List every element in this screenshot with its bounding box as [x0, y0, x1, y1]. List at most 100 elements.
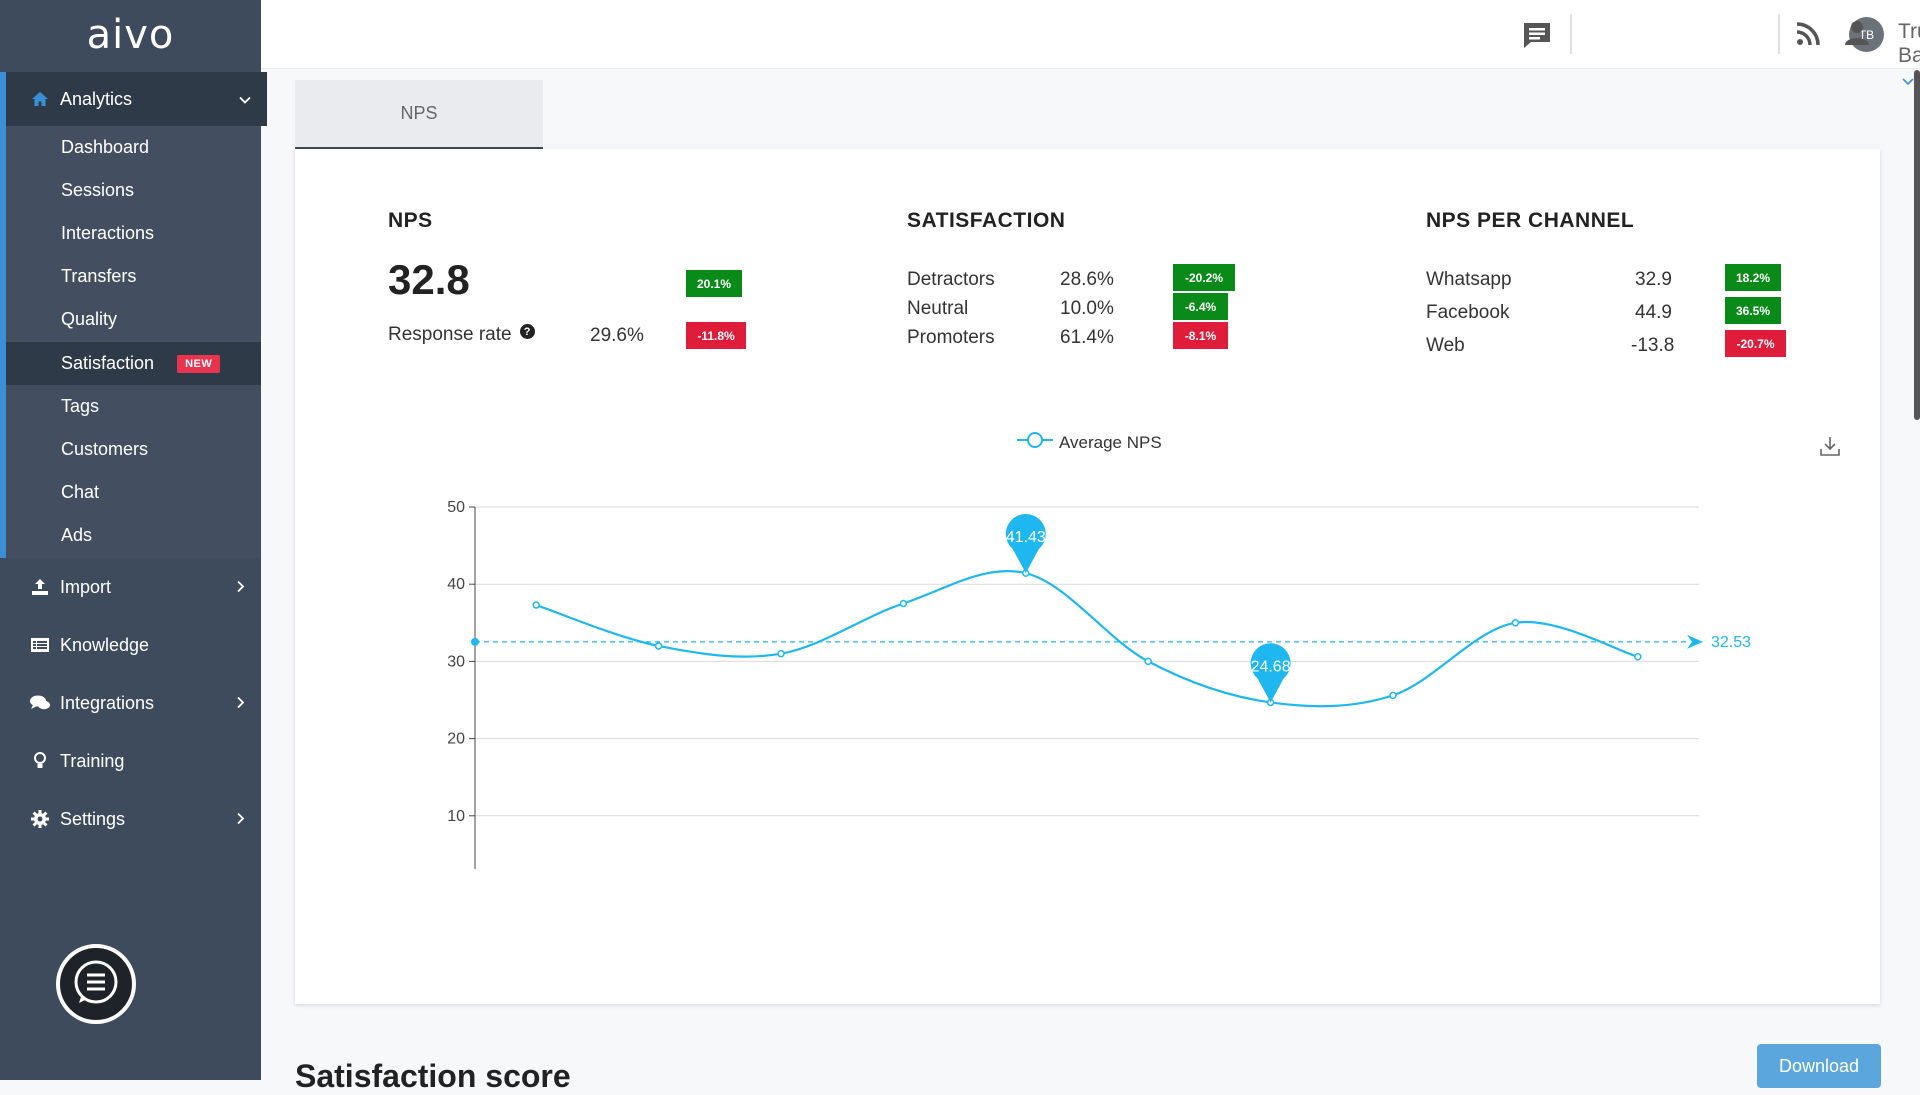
nav-integrations-label: Integrations	[60, 692, 155, 713]
nav-settings[interactable]: Settings	[0, 794, 261, 844]
top-header: TB Trust Bank	[261, 0, 1920, 86]
help-icon[interactable]: ?	[519, 324, 535, 339]
channel-label: Web	[1426, 335, 1465, 356]
lightbulb-icon	[29, 752, 51, 770]
y-tick-label: 30	[447, 653, 465, 670]
user-icon[interactable]	[1844, 20, 1870, 51]
min-marker-pin	[1250, 643, 1291, 703]
data-point	[1389, 691, 1397, 700]
download-button[interactable]: Download	[1757, 1044, 1881, 1088]
subnav-item-transfers[interactable]: Transfers	[6, 255, 261, 298]
download-chart-icon[interactable]	[1819, 435, 1841, 462]
y-tick-label: 20	[447, 731, 465, 748]
channel-value: 44.9	[1635, 302, 1672, 323]
subnav-label: Tags	[61, 396, 100, 416]
chevron-down-icon	[239, 89, 251, 110]
home-icon	[29, 91, 51, 107]
nav-knowledge-label: Knowledge	[60, 634, 150, 655]
nav-integrations[interactable]: Integrations	[0, 678, 261, 728]
y-tick-label: 40	[447, 576, 465, 593]
response-rate-label: Response rate	[388, 324, 512, 345]
brand-logo[interactable]: aivo	[86, 12, 175, 58]
data-point	[1634, 653, 1642, 661]
nav-analytics[interactable]: Analytics	[0, 72, 267, 126]
response-rate-value: 29.6%	[590, 325, 644, 346]
nav-knowledge[interactable]: Knowledge	[0, 620, 261, 670]
chat-menu-icon	[73, 959, 119, 1010]
tab-nps[interactable]: NPS	[295, 80, 543, 149]
analytics-subnav: Dashboard Sessions Interactions Transfer…	[0, 126, 261, 558]
max-marker-pin-label: 41.43	[1006, 529, 1046, 546]
org-switcher[interactable]: Trust Bank	[1898, 20, 1920, 95]
series-line-average-nps	[535, 570, 1639, 708]
nps-per-channel-title: NPS PER CHANNEL	[1426, 209, 1635, 232]
nps-line-chart: 010203040502020-11-162020-11-172020-11-1…	[447, 499, 1751, 869]
chevron-right-icon	[237, 693, 245, 714]
response-rate-label-row: Response rate?	[388, 324, 535, 346]
subnav-label: Sessions	[61, 180, 135, 200]
chevron-right-icon	[237, 577, 245, 598]
gear-icon	[29, 810, 51, 828]
header-divider	[1778, 14, 1780, 54]
data-point	[899, 599, 908, 608]
nav-import[interactable]: Import	[0, 562, 261, 612]
channel-change-badge: 18.2%	[1725, 264, 1781, 291]
sidebar: aivo Analytics Dashboard Sessions Intera…	[0, 0, 267, 1080]
satisfaction-value: 28.6%	[1060, 269, 1114, 290]
channel-label: Facebook	[1426, 302, 1510, 323]
nav-analytics-label: Analytics	[60, 88, 133, 109]
y-tick-label: 10	[447, 808, 465, 825]
subnav-label: Transfers	[61, 266, 137, 286]
channel-label: Whatsapp	[1426, 269, 1512, 290]
header-divider	[1570, 14, 1572, 54]
channel-value: -13.8	[1631, 335, 1675, 356]
average-line-start	[471, 637, 479, 646]
legend-line-marker-icon	[1017, 430, 1053, 455]
nps-change-badge: 20.1%	[686, 270, 742, 297]
subnav-item-sessions[interactable]: Sessions	[6, 169, 261, 212]
nps-title: NPS	[388, 209, 433, 232]
rss-feed-icon[interactable]	[1796, 22, 1820, 51]
satisfaction-value: 10.0%	[1060, 298, 1114, 319]
subnav-item-customers[interactable]: Customers	[6, 428, 261, 471]
min-marker-pin-label: 24.68	[1251, 658, 1291, 675]
subnav-label: Satisfaction	[61, 353, 155, 373]
org-name: Trust Bank	[1898, 20, 1920, 67]
channel-value: 32.9	[1635, 269, 1672, 290]
nps-value: 32.8	[388, 256, 470, 303]
nav-import-label: Import	[60, 576, 112, 597]
chat-widget-button[interactable]	[56, 944, 136, 1024]
list-icon	[29, 638, 51, 652]
response-rate-change-badge: -11.8%	[686, 322, 746, 349]
messages-icon[interactable]	[1522, 21, 1552, 54]
subnav-item-chat[interactable]: Chat	[6, 471, 261, 514]
chart-legend-item[interactable]: Average NPS	[1017, 430, 1162, 455]
subnav-item-tags[interactable]: Tags	[6, 385, 261, 428]
channel-change-badge: -20.7%	[1725, 330, 1786, 357]
scrollbar-thumb[interactable]	[1914, 70, 1920, 420]
subnav-item-satisfaction[interactable]: Satisfaction NEW	[6, 342, 261, 385]
subnav-label: Interactions	[61, 223, 155, 243]
satisfaction-label: Detractors	[907, 269, 995, 290]
nav-training-label: Training	[60, 750, 125, 771]
satisfaction-change-badge: -6.4%	[1173, 293, 1228, 320]
satisfaction-value: 61.4%	[1060, 327, 1114, 348]
nav-training[interactable]: Training	[0, 736, 261, 786]
subnav-item-ads[interactable]: Ads	[6, 514, 261, 557]
subnav-label: Quality	[61, 309, 118, 329]
chevron-right-icon	[237, 809, 245, 830]
subnav-item-dashboard[interactable]: Dashboard	[6, 126, 261, 169]
y-tick-label: 50	[447, 499, 465, 516]
subnav-item-interactions[interactable]: Interactions	[6, 212, 261, 255]
satisfaction-title: SATISFACTION	[907, 209, 1066, 232]
channel-change-badge: 36.5%	[1725, 297, 1781, 324]
satisfaction-change-badge: -20.2%	[1173, 264, 1235, 291]
subnav-item-quality[interactable]: Quality	[6, 298, 261, 341]
subnav-label: Customers	[61, 439, 149, 459]
section-title: Satisfaction score	[295, 1058, 571, 1094]
subnav-label: Chat	[61, 482, 100, 502]
upload-icon	[29, 578, 51, 596]
data-point	[1144, 657, 1152, 666]
satisfaction-label: Promoters	[907, 327, 995, 348]
average-line-arrow	[1687, 634, 1703, 649]
